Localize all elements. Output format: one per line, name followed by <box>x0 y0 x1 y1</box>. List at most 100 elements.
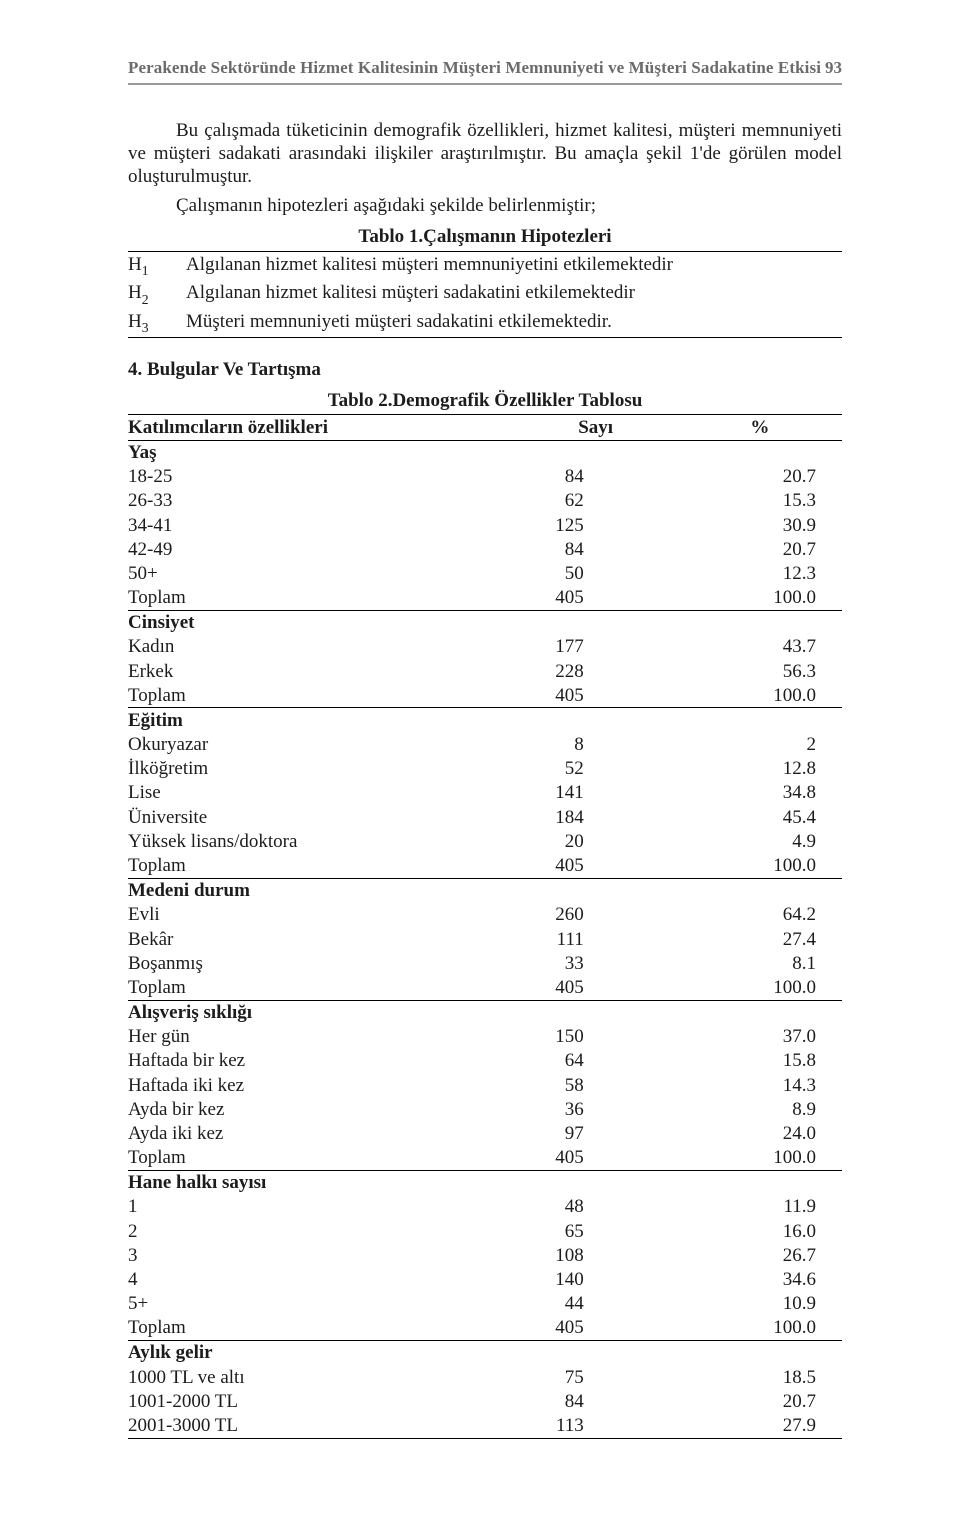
row-label: Her gün <box>128 1025 514 1049</box>
hypothesis-key: H1 <box>128 251 186 280</box>
table-row: Toplam405100.0 <box>128 1146 842 1171</box>
table-row: Toplam405100.0 <box>128 853 842 878</box>
row-label: 5+ <box>128 1292 514 1316</box>
row-count: 75 <box>514 1365 678 1389</box>
row-pct: 15.8 <box>678 1049 842 1073</box>
col-count: Sayı <box>514 415 678 440</box>
row-pct: 34.8 <box>678 781 842 805</box>
hypothesis-row: H2Algılanan hizmet kalitesi müşteri sada… <box>128 280 842 308</box>
row-count: 64 <box>514 1049 678 1073</box>
row-label: 42-49 <box>128 537 514 561</box>
table-row: 5+4410.9 <box>128 1292 842 1316</box>
row-label: Haftada iki kez <box>128 1073 514 1097</box>
group-header-row: Hane halkı sayısı <box>128 1170 842 1195</box>
row-count: 33 <box>514 951 678 975</box>
table-row: Her gün15037.0 <box>128 1025 842 1049</box>
group-title: Hane halkı sayısı <box>128 1170 842 1195</box>
row-count: 52 <box>514 757 678 781</box>
row-count: 48 <box>514 1195 678 1219</box>
table-row: Lise14134.8 <box>128 781 842 805</box>
table-row: Yüksek lisans/doktora204.9 <box>128 829 842 853</box>
table-row: 1000 TL ve altı7518.5 <box>128 1365 842 1389</box>
row-count: 108 <box>514 1243 678 1267</box>
row-label: Yüksek lisans/doktora <box>128 829 514 853</box>
hypothesis-key: H3 <box>128 309 186 338</box>
table-row: Haftada bir kez6415.8 <box>128 1049 842 1073</box>
group-title: Yaş <box>128 440 842 465</box>
table-row: Evli26064.2 <box>128 903 842 927</box>
row-count: 50 <box>514 561 678 585</box>
row-pct: 100.0 <box>678 586 842 611</box>
row-pct: 100.0 <box>678 1146 842 1171</box>
row-count: 140 <box>514 1267 678 1291</box>
row-count: 111 <box>514 927 678 951</box>
table-row: Ayda iki kez9724.0 <box>128 1121 842 1145</box>
row-count: 8 <box>514 733 678 757</box>
hypothesis-row: H3Müşteri memnuniyeti müşteri sadakatini… <box>128 309 842 338</box>
intro-text: Bu çalışmada tüketicinin demografik özel… <box>128 120 842 187</box>
row-pct: 20.7 <box>678 537 842 561</box>
row-pct: 100.0 <box>678 853 842 878</box>
row-pct: 27.4 <box>678 927 842 951</box>
group-header-row: Cinsiyet <box>128 610 842 635</box>
section-title: 4. Bulgular Ve Tartışma <box>128 358 842 381</box>
row-label: 26-33 <box>128 489 514 513</box>
row-pct: 45.4 <box>678 805 842 829</box>
table-row: Toplam405100.0 <box>128 1316 842 1341</box>
row-label: Toplam <box>128 1316 514 1341</box>
row-pct: 30.9 <box>678 513 842 537</box>
group-title: Aylık gelir <box>128 1340 842 1365</box>
group-header-row: Medeni durum <box>128 878 842 903</box>
row-label: Toplam <box>128 586 514 611</box>
row-count: 184 <box>514 805 678 829</box>
row-pct: 37.0 <box>678 1025 842 1049</box>
hypotheses-intro: Çalışmanın hipotezleri aşağıdaki şekilde… <box>128 194 842 217</box>
hypothesis-text: Müşteri memnuniyeti müşteri sadakatini e… <box>186 309 842 338</box>
row-pct: 11.9 <box>678 1195 842 1219</box>
row-label: Toplam <box>128 683 514 708</box>
demographics-table: Katılımcıların özellikleri Sayı % Yaş18-… <box>128 414 842 1438</box>
row-label: İlköğretim <box>128 757 514 781</box>
table-row: Erkek22856.3 <box>128 659 842 683</box>
row-label: Haftada bir kez <box>128 1049 514 1073</box>
table-row: Kadın17743.7 <box>128 635 842 659</box>
table-row: 310826.7 <box>128 1243 842 1267</box>
table1-caption: Tablo 1.Çalışmanın Hipotezleri <box>128 225 842 248</box>
table-row: 50+5012.3 <box>128 561 842 585</box>
table-row: Toplam405100.0 <box>128 975 842 1000</box>
row-count: 84 <box>514 465 678 489</box>
table-row: Üniversite18445.4 <box>128 805 842 829</box>
row-label: Boşanmış <box>128 951 514 975</box>
hypotheses-table: H1Algılanan hizmet kalitesi müşteri memn… <box>128 251 842 338</box>
row-label: 2001-3000 TL <box>128 1413 514 1438</box>
row-label: Bekâr <box>128 927 514 951</box>
row-pct: 15.3 <box>678 489 842 513</box>
table-row: 14811.9 <box>128 1195 842 1219</box>
row-pct: 16.0 <box>678 1219 842 1243</box>
running-title: Perakende Sektöründe Hizmet Kalitesinin … <box>128 58 821 79</box>
row-label: Kadın <box>128 635 514 659</box>
table-row: 1001-2000 TL8420.7 <box>128 1389 842 1413</box>
row-label: 4 <box>128 1267 514 1291</box>
row-pct: 24.0 <box>678 1121 842 1145</box>
row-count: 65 <box>514 1219 678 1243</box>
row-pct: 43.7 <box>678 635 842 659</box>
group-header-row: Eğitim <box>128 708 842 733</box>
row-label: Ayda iki kez <box>128 1121 514 1145</box>
table-row: Boşanmış338.1 <box>128 951 842 975</box>
table-row: 414034.6 <box>128 1267 842 1291</box>
row-label: Lise <box>128 781 514 805</box>
row-count: 177 <box>514 635 678 659</box>
row-count: 113 <box>514 1413 678 1438</box>
row-count: 405 <box>514 853 678 878</box>
row-count: 260 <box>514 903 678 927</box>
row-pct: 34.6 <box>678 1267 842 1291</box>
row-pct: 20.7 <box>678 465 842 489</box>
row-count: 150 <box>514 1025 678 1049</box>
row-pct: 100.0 <box>678 975 842 1000</box>
table2-caption: Tablo 2.Demografik Özellikler Tablosu <box>128 389 842 412</box>
table-row: 2001-3000 TL11327.9 <box>128 1413 842 1438</box>
table-row: 26-336215.3 <box>128 489 842 513</box>
group-title: Cinsiyet <box>128 610 842 635</box>
row-pct: 12.3 <box>678 561 842 585</box>
